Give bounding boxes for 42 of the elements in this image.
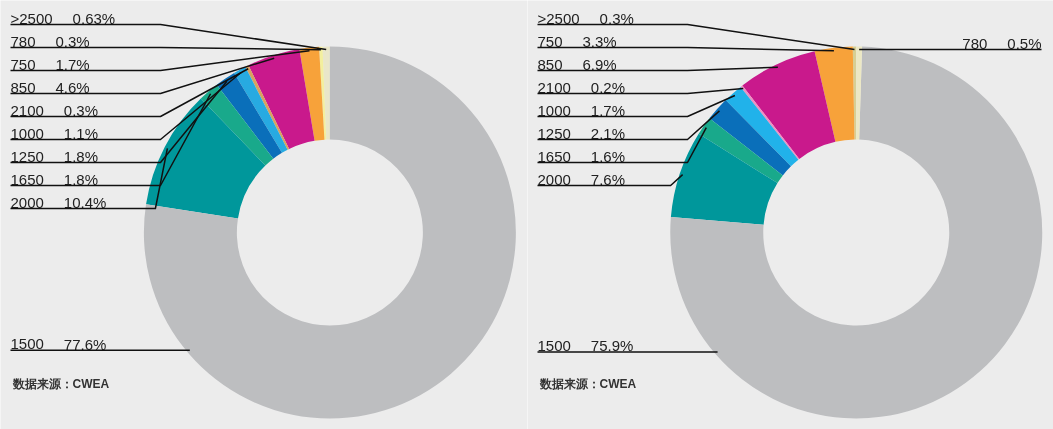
slice-label: 2000 [537, 170, 571, 188]
data-label: 3.3% [582, 33, 617, 50]
slice-label: 1500 [537, 336, 571, 354]
data-label: 0.3% [63, 102, 99, 119]
slice-label: 1250 [537, 124, 571, 142]
slice-label: 1650 [537, 147, 571, 165]
source-note: 数据来源：CWEA [11, 376, 110, 391]
data-label: 0.63% [72, 10, 116, 27]
slice-label: >2500 [537, 10, 580, 27]
slice-label: 780 [10, 32, 36, 50]
source-note: 数据来源：CWEA [538, 376, 637, 391]
data-label: 1.7% [590, 102, 626, 119]
slice-label: 1650 [10, 170, 44, 188]
data-label: 75.9% [590, 337, 634, 355]
data-label: 1.1% [63, 125, 99, 142]
slice-label: 850 [537, 55, 563, 73]
data-label: 0.3% [55, 33, 90, 50]
slice-label: 1000 [10, 124, 44, 142]
data-label: 1.8% [63, 148, 99, 165]
slice-label: 780 [962, 34, 988, 52]
slice-label: 750 [10, 55, 36, 73]
data-label: 6.9% [582, 56, 617, 73]
data-label: 77.6% [63, 335, 107, 353]
slice-label: 850 [10, 78, 36, 96]
data-label: 1.7% [55, 56, 90, 73]
slice-label: 1250 [10, 147, 44, 165]
slice-label: 1500 [10, 335, 44, 353]
data-label: 4.6% [55, 79, 90, 96]
slice-label: >2500 [10, 10, 53, 27]
data-label: 1.8% [63, 171, 99, 188]
data-label: 2.1% [590, 125, 626, 142]
data-label: 0.5% [1007, 35, 1042, 53]
slice-label: 2000 [10, 193, 44, 211]
data-label: 0.2% [590, 79, 626, 96]
slice-label: 750 [537, 32, 563, 50]
data-label: 1.6% [590, 148, 626, 165]
slice-label: 1000 [537, 101, 571, 119]
slice-label: 2100 [10, 101, 44, 119]
data-label: 7.6% [590, 171, 626, 188]
slice-label: 2100 [537, 78, 571, 96]
data-label: 0.3% [599, 10, 634, 27]
data-label: 10.4% [63, 194, 107, 211]
